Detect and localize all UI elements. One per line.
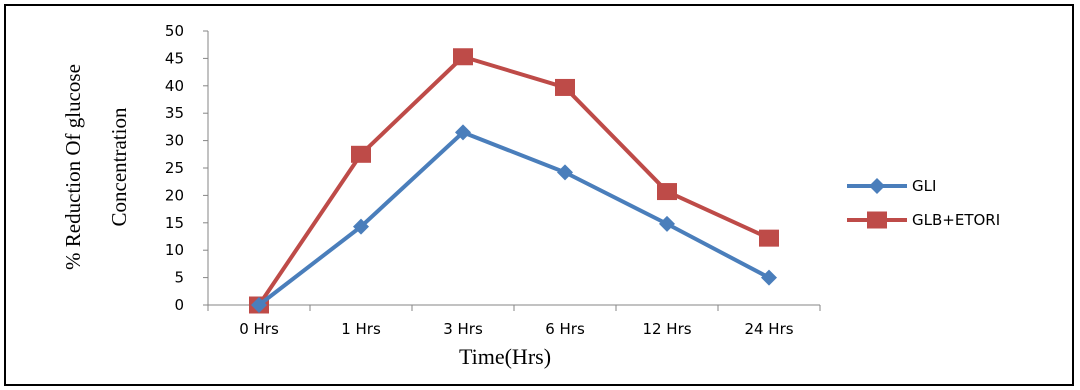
series-layer [249,48,779,314]
legend-marker [869,178,885,194]
data-point-gli [455,124,471,141]
legend-item-gli: GLI [847,177,936,195]
legend-item-glb-etori: GLB+ETORI [847,211,1000,229]
legend: GLI GLB+ETORI [847,177,1000,229]
y-axis-label-line2: Concentration [107,107,131,226]
data-point-glb-etori [351,145,371,163]
y-tick-label: 25 [165,159,184,177]
data-point-gli [353,218,369,235]
y-tick-label: 50 [165,22,184,40]
data-point-glb-etori [657,183,677,201]
y-tick-label: 5 [174,269,184,287]
series-gli [251,124,777,313]
x-tick-label: 0 Hrs [239,320,279,338]
legend-label: GLB+ETORI [912,211,1000,229]
y-axis-label-line1: % Reduction Of glucose [61,64,85,270]
chart-frame [4,4,1074,386]
data-point-gli [659,215,675,232]
data-point-glb-etori [555,78,575,96]
x-tick-labels: 0 Hrs 1 Hrs 3 Hrs 6 Hrs 12 Hrs 24 Hrs [239,320,794,338]
axes [203,30,821,311]
legend-marker [867,211,887,229]
series-line-gli [257,130,770,307]
y-tick-label: 20 [165,186,184,204]
data-point-gli [761,269,777,286]
series-glb-etori [249,48,779,314]
data-point-gli [557,164,573,181]
data-point-glb-etori [453,48,473,66]
legend-label: GLI [912,177,936,195]
y-tick-label: 40 [165,77,184,95]
x-tick-label: 12 Hrs [642,320,691,338]
data-point-gli [251,297,267,313]
y-tick-label: 10 [165,241,184,259]
data-point-glb-etori [759,229,779,247]
y-tick-label: 0 [174,296,184,314]
x-tick-label: 6 Hrs [545,320,585,338]
x-axis-label: Time(Hrs) [459,344,551,369]
x-tick-label: 3 Hrs [443,320,483,338]
x-tick-label: 1 Hrs [341,320,381,338]
series-line-glb-etori [257,54,770,307]
y-tick-label: 30 [165,132,184,150]
y-tick-label: 45 [165,49,184,67]
y-tick-label: 35 [165,104,184,122]
y-tick-label: 15 [165,214,184,232]
x-tick-label: 24 Hrs [744,320,793,338]
y-tick-labels: 0 5 10 15 20 25 30 35 40 45 50 [165,22,184,314]
